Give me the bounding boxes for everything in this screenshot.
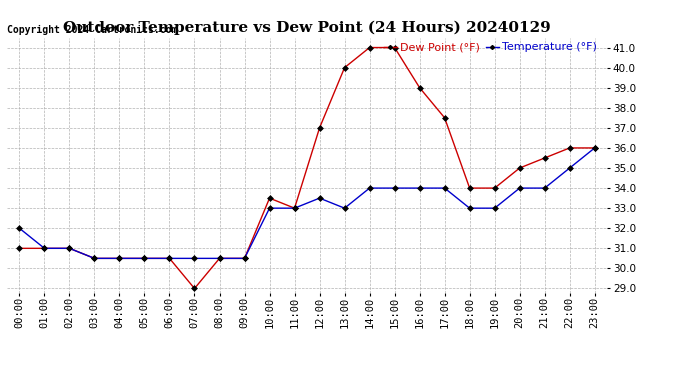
- Legend: Dew Point (°F), Temperature (°F): Dew Point (°F), Temperature (°F): [379, 38, 602, 57]
- Title: Outdoor Temperature vs Dew Point (24 Hours) 20240129: Outdoor Temperature vs Dew Point (24 Hou…: [63, 21, 551, 35]
- Text: Copyright 2024 Cartronics.com: Copyright 2024 Cartronics.com: [7, 25, 177, 35]
